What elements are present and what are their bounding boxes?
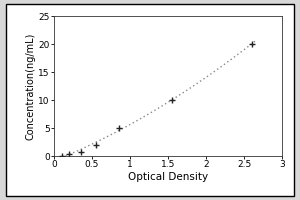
- Y-axis label: Concentration(ng/mL): Concentration(ng/mL): [26, 32, 36, 140]
- X-axis label: Optical Density: Optical Density: [128, 172, 208, 182]
